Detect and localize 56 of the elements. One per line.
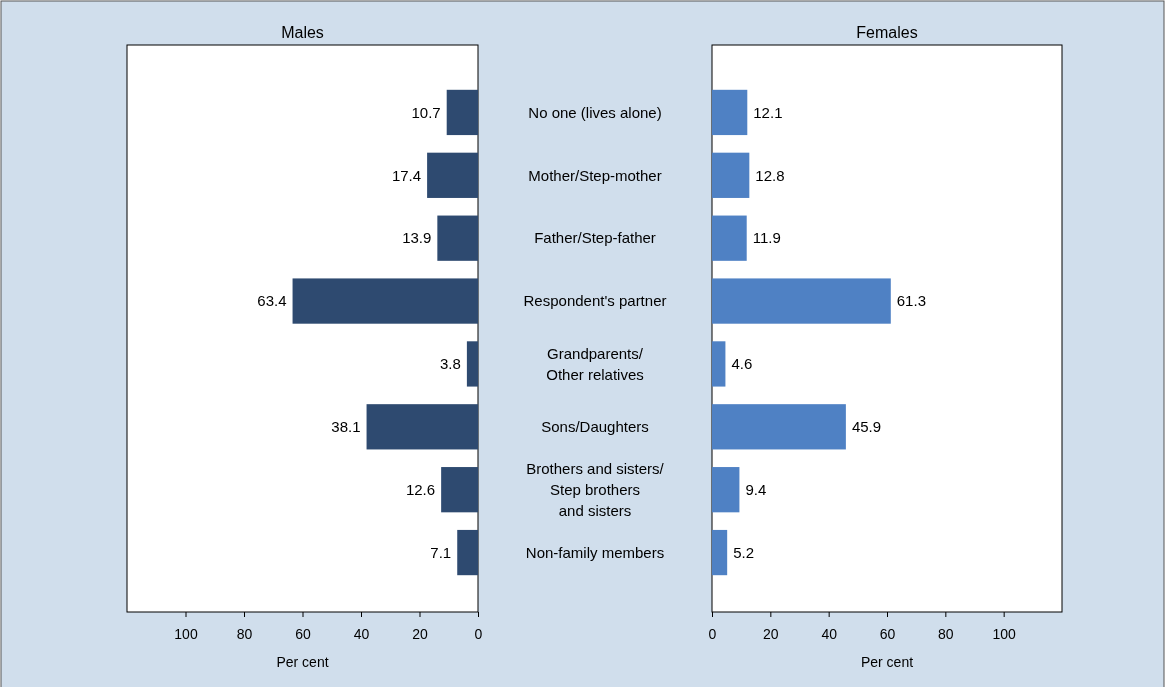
bar <box>466 341 478 387</box>
bar <box>292 278 478 324</box>
y-tick-label: Mother/Step-mother <box>528 166 662 184</box>
y-tick-label: Non-family members <box>525 543 665 561</box>
y-tick-label: No one (lives alone) <box>528 103 662 121</box>
data-label: 12.6 <box>405 480 436 498</box>
data-label: 11.9 <box>752 229 781 247</box>
data-label: 13.9 <box>402 229 432 247</box>
bar <box>712 529 728 576</box>
bar <box>457 529 478 576</box>
bar <box>712 152 750 198</box>
data-label: 7.1 <box>430 543 452 561</box>
y-tick-label: Father/Step-father <box>534 229 656 247</box>
y-tick-label: Grandparents/ Other relatives <box>546 344 644 383</box>
data-label: 17.4 <box>391 166 422 184</box>
x-tick-label: 0 <box>708 625 717 642</box>
x-tick-label: 40 <box>821 625 838 642</box>
data-label: 10.7 <box>411 103 441 121</box>
chart-title: Females <box>856 24 918 41</box>
bar <box>712 215 747 261</box>
bar <box>437 215 478 261</box>
y-tick-label: Brothers and sisters/ Step brothers and sisters <box>526 459 665 519</box>
y-tick-label: Sons/Daughters <box>541 418 649 436</box>
x-tick-label: 80 <box>938 625 954 642</box>
x-tick-label: 100 <box>174 625 198 642</box>
data-label: 3.8 <box>440 355 461 373</box>
x-tick-label: 80 <box>236 625 253 642</box>
y-tick-label: Respondent's partner <box>523 292 667 310</box>
x-axis-title: Per cent <box>860 654 914 670</box>
data-label: 9.4 <box>745 480 767 498</box>
bar <box>427 152 478 198</box>
x-tick-label: 20 <box>412 625 428 642</box>
x-tick-label: 60 <box>295 625 311 642</box>
bar <box>366 404 478 450</box>
bar <box>712 89 748 136</box>
x-tick-label: 0 <box>474 625 483 642</box>
bar <box>712 278 891 324</box>
data-label: 38.1 <box>331 418 361 436</box>
data-label: 61.3 <box>896 292 926 310</box>
bar <box>712 467 740 513</box>
x-tick-label: 60 <box>879 625 896 642</box>
data-label: 63.4 <box>257 292 287 310</box>
data-label: 5.2 <box>733 543 755 561</box>
bar <box>712 404 846 450</box>
x-tick-label: 100 <box>992 625 1017 642</box>
chart-title: Males <box>281 24 324 41</box>
data-label: 12.8 <box>755 166 785 184</box>
bar <box>712 341 726 387</box>
x-tick-label: 20 <box>763 625 779 642</box>
bar <box>441 467 478 513</box>
data-label: 12.1 <box>753 103 783 121</box>
data-label: 4.6 <box>731 355 753 373</box>
x-axis-title: Per cent <box>276 654 329 670</box>
data-label: 45.9 <box>851 418 882 436</box>
x-tick-label: 40 <box>353 625 370 642</box>
bar <box>446 89 478 136</box>
